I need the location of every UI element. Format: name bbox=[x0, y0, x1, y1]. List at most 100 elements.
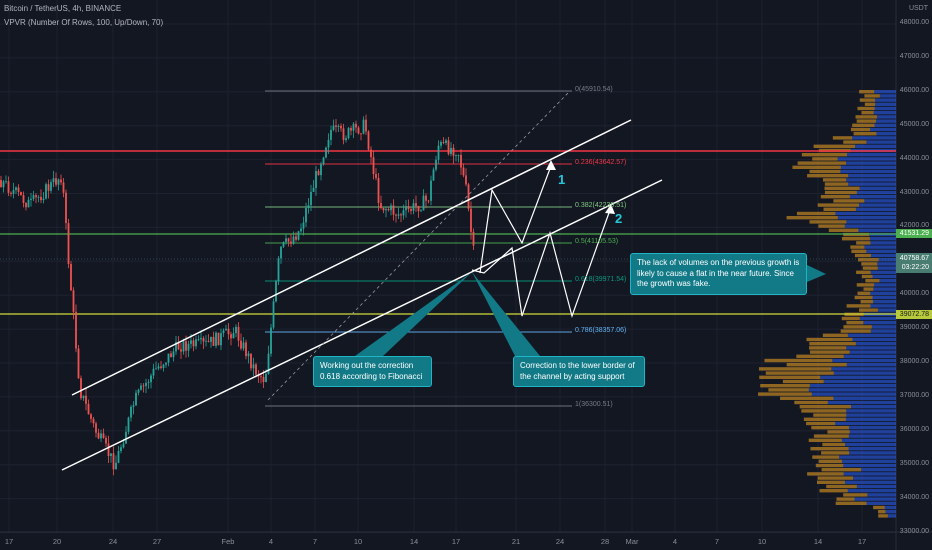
candle-body bbox=[80, 378, 82, 399]
candle-body bbox=[372, 157, 375, 175]
volume-bar-up bbox=[859, 203, 896, 207]
volume-bar-down bbox=[824, 190, 857, 195]
volume-bar-down bbox=[828, 228, 859, 232]
candle-body bbox=[205, 340, 207, 342]
candle-body bbox=[442, 142, 445, 143]
candle-body bbox=[457, 154, 460, 156]
candle-body bbox=[445, 140, 447, 143]
time-tick: 20 bbox=[52, 537, 62, 546]
candle-body bbox=[107, 443, 110, 457]
volume-bar-up bbox=[856, 484, 896, 489]
volume-bar-down bbox=[827, 430, 850, 434]
volume-bar-down bbox=[861, 262, 878, 266]
volume-bar-down bbox=[809, 342, 856, 346]
indicator-legend[interactable]: VPVR (Number Of Rows, 100, Up/Down, 70) bbox=[4, 18, 164, 27]
candle-body bbox=[365, 119, 367, 132]
volume-bar-down bbox=[841, 237, 870, 241]
volume-bar-up bbox=[840, 169, 896, 174]
candle-body bbox=[25, 202, 27, 208]
candle-body bbox=[122, 443, 125, 448]
volume-bar-down bbox=[846, 321, 864, 325]
volume-bar-down bbox=[816, 480, 845, 484]
volume-bar-up bbox=[866, 249, 896, 253]
price-tick: 40000.00 bbox=[899, 290, 929, 298]
volume-bar-down bbox=[832, 136, 853, 140]
candle-body bbox=[162, 364, 165, 368]
fib-level-label: 0.5(41105.53) bbox=[575, 238, 619, 245]
candle-body bbox=[5, 181, 7, 183]
candle-body bbox=[405, 206, 407, 211]
fib-level-label: 1(36300.51) bbox=[575, 401, 613, 408]
candle-body bbox=[412, 203, 415, 211]
fib-trend-line bbox=[267, 90, 571, 401]
support-correction-annotation[interactable]: Correction to the lower border of the ch… bbox=[513, 356, 645, 387]
volume-bar-down bbox=[857, 106, 875, 111]
candle-body bbox=[462, 167, 465, 176]
candle-body bbox=[320, 164, 322, 176]
fib-level-label: 0.618(39971.54) bbox=[575, 276, 627, 283]
candle-body bbox=[272, 301, 275, 328]
current-price-value: 40758.67 bbox=[899, 255, 929, 262]
scenario-1-path bbox=[479, 165, 552, 274]
candle-body bbox=[177, 342, 180, 350]
candle-body bbox=[42, 198, 45, 201]
volume-bar-up bbox=[873, 287, 896, 291]
volume-bar-down bbox=[864, 102, 876, 106]
time-tick: 10 bbox=[353, 537, 363, 546]
candle-body bbox=[17, 187, 20, 192]
price-tick: 35000.00 bbox=[899, 459, 929, 467]
volume-bar-down bbox=[855, 115, 877, 119]
volume-bar-down bbox=[861, 111, 874, 115]
volume-bar-down bbox=[813, 434, 849, 438]
channel-upper-line bbox=[71, 119, 632, 396]
candle-body bbox=[12, 190, 15, 194]
price-tick: 45000.00 bbox=[899, 120, 929, 128]
candle-body bbox=[32, 195, 35, 199]
volume-bar-up bbox=[873, 111, 896, 115]
volume-bar-down bbox=[807, 174, 849, 178]
candle-body bbox=[157, 366, 160, 369]
candle-body bbox=[400, 214, 402, 216]
candle-body bbox=[20, 191, 22, 196]
candle-body bbox=[370, 149, 372, 158]
volume-bar-down bbox=[801, 153, 848, 157]
candle-body bbox=[137, 389, 140, 393]
price-tick: 47000.00 bbox=[899, 52, 929, 60]
volume-bar-down bbox=[810, 447, 849, 451]
volume-bar-up bbox=[851, 405, 896, 409]
volume-bar-up bbox=[870, 127, 896, 132]
volume-bar-down bbox=[822, 178, 847, 182]
volume-bar-up bbox=[874, 123, 896, 127]
chart-symbol-title[interactable]: Bitcoin / TetherUS, 4h, BINANCE bbox=[4, 4, 122, 13]
candle-body bbox=[360, 133, 362, 135]
volume-bar-up bbox=[808, 388, 896, 392]
volume-bar-down bbox=[817, 203, 860, 207]
volume-bar-up bbox=[876, 115, 896, 119]
volume-bar-down bbox=[873, 505, 885, 510]
volume-bar-up bbox=[876, 119, 896, 123]
candle-body bbox=[297, 231, 300, 240]
candle-body bbox=[0, 180, 2, 188]
volume-bar-up bbox=[870, 291, 896, 295]
candle-body bbox=[60, 179, 62, 183]
volume-bar-up bbox=[877, 262, 896, 266]
volume-annotation[interactable]: The lack of volumes on the previous grow… bbox=[630, 253, 807, 295]
candle-body bbox=[155, 368, 157, 370]
volume-bar-down bbox=[807, 472, 844, 476]
volume-bar-down bbox=[843, 325, 872, 329]
fib-correction-annotation[interactable]: Working out the correction 0.618 accordi… bbox=[313, 356, 432, 387]
volume-bar-down bbox=[809, 220, 847, 224]
candle-body bbox=[447, 140, 450, 155]
volume-bar-up bbox=[809, 384, 896, 388]
countdown-value: 03:22:20 bbox=[901, 264, 929, 271]
candle-body bbox=[75, 311, 77, 349]
volume-bar-down bbox=[806, 421, 836, 426]
volume-bar-up bbox=[869, 237, 896, 241]
volume-bar-up bbox=[874, 90, 896, 94]
volume-bar-up bbox=[846, 363, 896, 367]
candle-body bbox=[455, 155, 457, 157]
candle-body bbox=[30, 198, 32, 200]
candle-body bbox=[112, 453, 115, 470]
